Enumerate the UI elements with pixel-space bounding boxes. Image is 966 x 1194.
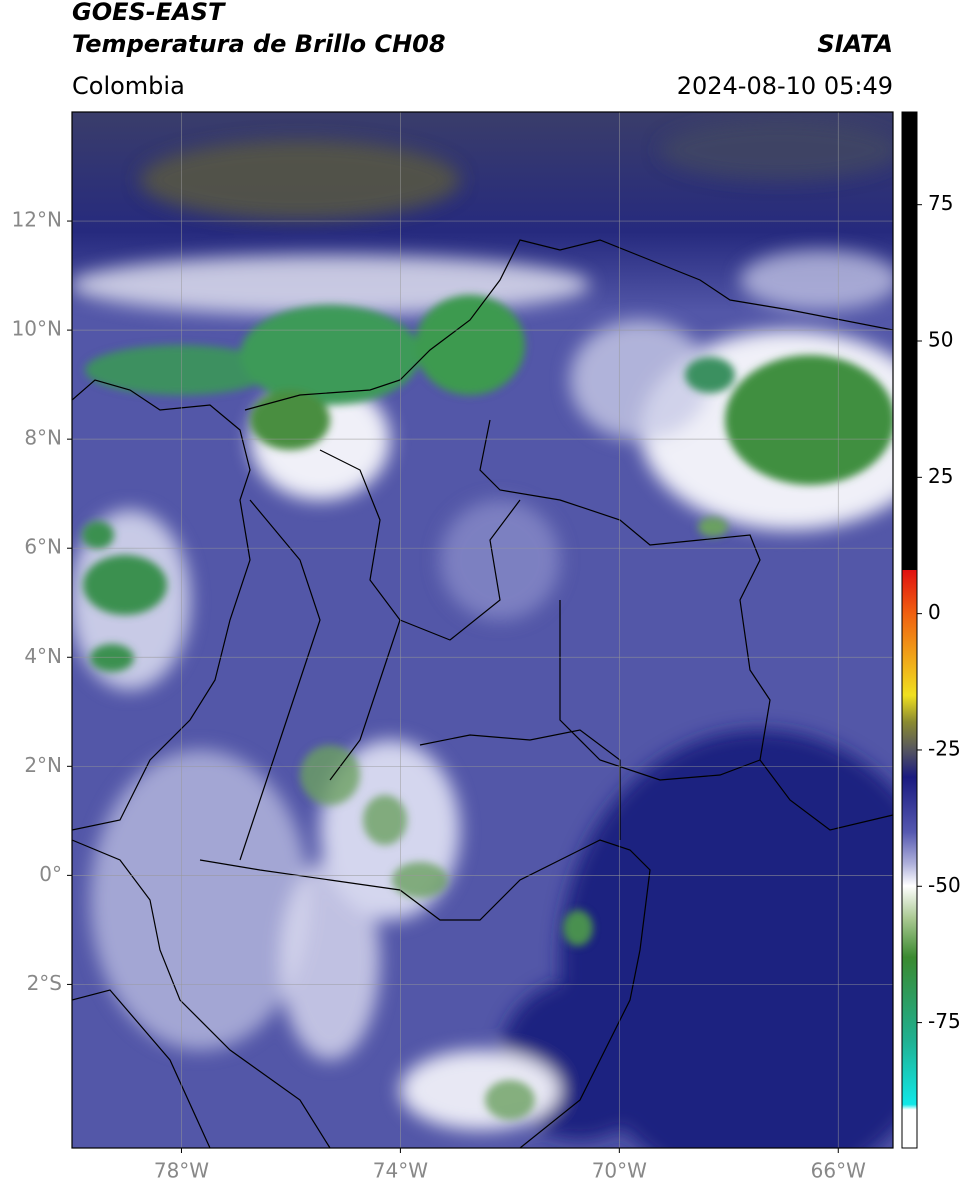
y-tick-label: 10°N (12, 317, 62, 341)
y-tick-label: 2°N (24, 753, 62, 777)
y-tick-label: 2°S (27, 971, 62, 995)
y-tick-label: 12°N (12, 208, 62, 232)
borders (72, 239, 893, 1148)
colorbar-tick-label: 25 (928, 464, 953, 488)
source: SIATA (817, 30, 893, 58)
x-tick-label: 70°W (592, 1159, 647, 1183)
title: GOES-EAST (72, 0, 226, 26)
colorbar-tick-label: -50 (928, 873, 961, 897)
grid-group (72, 112, 893, 1148)
colorbar-tick-label: -75 (928, 1009, 961, 1033)
timestamp: 2024-08-10 05:49 (677, 72, 893, 100)
colorbar-tick-label: 75 (928, 191, 953, 215)
y-tick-label: 6°N (24, 535, 62, 559)
satellite-image (72, 112, 893, 1148)
y-tick-label: 0° (39, 862, 62, 886)
x-tick-label: 78°W (154, 1159, 209, 1183)
x-tick-label: 74°W (373, 1159, 428, 1183)
colorbar-tick-label: -25 (928, 736, 961, 760)
colorbar-tick-label: 50 (928, 328, 953, 352)
subtitle: Temperatura de Brillo CH08 (72, 30, 446, 58)
y-tick-label: 8°N (24, 426, 62, 450)
x-tick-label: 66°W (811, 1159, 866, 1183)
colorbar-tick-label: 0 (928, 600, 941, 624)
colorbar (901, 111, 918, 1149)
y-tick-label: 4°N (24, 644, 62, 668)
region: Colombia (72, 72, 185, 100)
map-frame (71, 111, 894, 1149)
